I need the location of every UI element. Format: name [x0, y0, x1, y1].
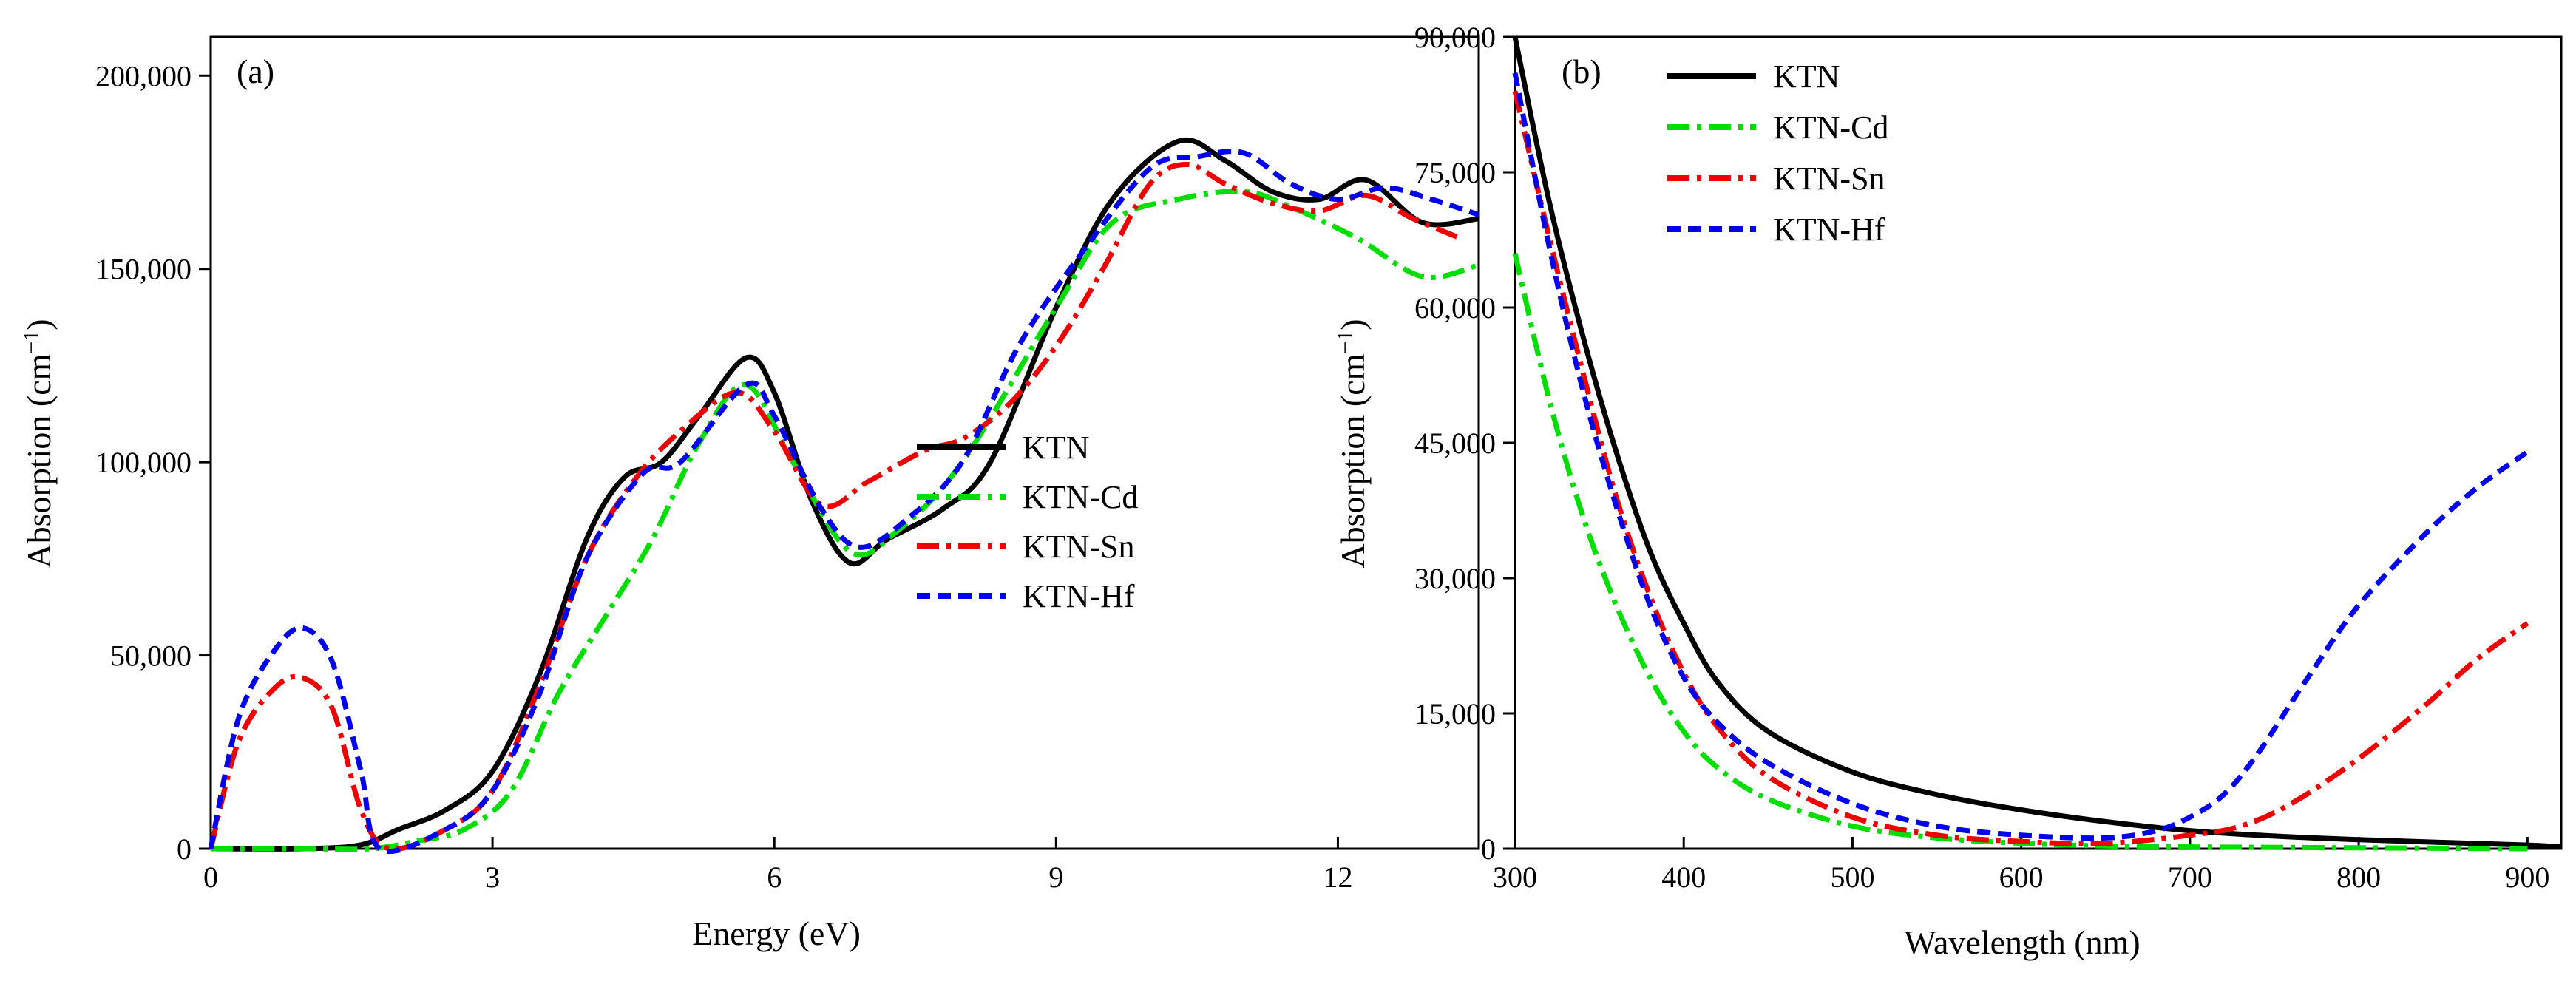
panel-a-x-axis-title: Energy (eV) [692, 915, 861, 952]
panel-b-series-ktn [1512, 36, 2562, 850]
panel-a-y-title-main: Absorption (cm [20, 353, 58, 568]
panel-b-series [1512, 36, 2562, 852]
legend-a-ktn-hf-label: KTN-Hf [1023, 578, 1135, 614]
panel-a-x-tick-label: 3 [485, 861, 500, 894]
legend-b-ktn-hf-label: KTN-Hf [1773, 211, 1885, 248]
panel-a-y-tick-label: 100,000 [95, 446, 191, 479]
panel-a-y-tick-label: 150,000 [95, 253, 191, 286]
panel-b-y-tick-label: 90,000 [1414, 21, 1496, 54]
panel-a-chart: 0 3 6 9 12 0 50,000 100,000 150,000 200,000 (a) E… [19, 35, 1480, 952]
panel-a-series [208, 137, 1480, 855]
panel-b-y-title-close: ) [1334, 319, 1372, 330]
panel-b-series-ktn-cd [1512, 253, 2528, 852]
panel-a-y-axis-title: Absorption (cm−1) [19, 319, 58, 568]
panel-a-y-tick-label: 200,000 [95, 59, 191, 92]
panel-b-y-tick-label: 60,000 [1414, 291, 1496, 325]
panel-a-series-ktn-cd [211, 189, 1479, 852]
panel-a-x-tick-label: 9 [1048, 861, 1063, 894]
panel-a-y-tick-label: 50,000 [110, 639, 191, 673]
panel-a-series-ktn-hf [208, 149, 1480, 855]
panel-b-legend: KTN KTN-Cd KTN-Sn KTN-Hf [1667, 58, 1888, 248]
panel-b-ticks: 300 400 500 600 700 800 900 0 15,000 30,000 45,000… [1414, 21, 2549, 894]
panel-b-x-axis-title: Wavelength (nm) [1904, 923, 2140, 961]
panel-b-y-tick-label: 75,000 [1414, 156, 1496, 189]
panel-b-x-tick-label: 600 [1999, 861, 2044, 894]
panel-b-y-tick-label: 0 [1481, 832, 1496, 866]
panel-b-x-tick-label: 700 [2168, 861, 2212, 894]
panel-b-y-tick-label: 30,000 [1414, 562, 1496, 595]
panel-b-series-ktn-hf [1512, 72, 2529, 841]
panel-a-x-tick-label: 12 [1323, 861, 1352, 894]
panel-a-y-title-close: ) [20, 319, 58, 330]
panel-a-x-tick-label: 0 [203, 861, 218, 894]
panel-b-y-tick-label: 45,000 [1414, 427, 1496, 460]
panel-b-y-tick-label: 15,000 [1414, 697, 1496, 730]
legend-b-ktn-cd-label: KTN-Cd [1773, 109, 1888, 146]
legend-a-ktn-cd-label: KTN-Cd [1023, 479, 1138, 515]
panel-a-frame [209, 35, 1480, 850]
panel-b-y-title-sup: −1 [1333, 330, 1358, 354]
legend-b-ktn-label: KTN [1773, 58, 1840, 95]
panel-b-chart: 300 400 500 600 700 800 900 0 15,000 30,000 45,000… [1333, 21, 2563, 961]
panel-a-label: (a) [237, 52, 274, 90]
panel-b-y-title-main: Absorption (cm [1334, 353, 1372, 568]
panel-a-legend: KTN KTN-Cd KTN-Sn KTN-Hf [917, 430, 1138, 614]
panel-a-y-title-sup: −1 [19, 330, 44, 354]
panel-a-y-tick-label: 0 [177, 832, 191, 866]
panel-b-y-axis-title: Absorption (cm−1) [1333, 319, 1372, 568]
panel-a-series-ktn [210, 137, 1479, 852]
panel-b-x-tick-label: 400 [1661, 861, 1706, 894]
legend-a-ktn-sn-label: KTN-Sn [1023, 529, 1135, 565]
panel-a-ticks: 0 3 6 9 12 0 50,000 100,000 150,000 200,000 [95, 59, 1352, 894]
legend-b-ktn-sn-label: KTN-Sn [1773, 160, 1885, 197]
panel-a-x-tick-label: 6 [767, 861, 782, 894]
panel-b-frame [1514, 35, 2563, 850]
panel-b-x-tick-label: 300 [1493, 861, 1537, 894]
panel-b-x-tick-label: 500 [1830, 861, 1874, 894]
panel-b-x-tick-label: 800 [2336, 861, 2381, 894]
panel-b-label: (b) [1562, 52, 1601, 90]
legend-a-ktn-label: KTN [1023, 430, 1089, 466]
panel-b-x-tick-label: 900 [2505, 861, 2549, 894]
panel-a-series-ktn-sn [208, 162, 1461, 852]
panel-b-series-ktn-sn [1512, 90, 2529, 846]
